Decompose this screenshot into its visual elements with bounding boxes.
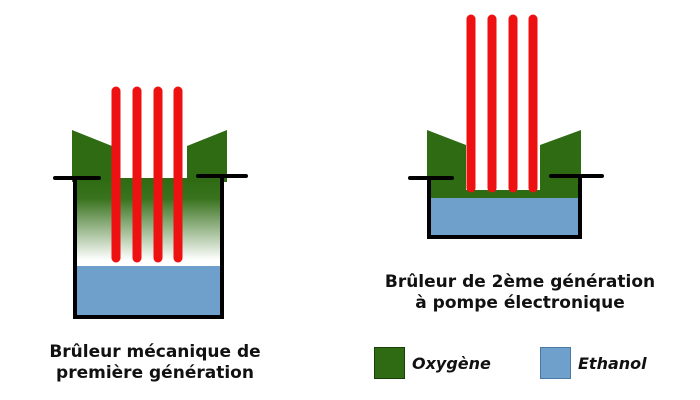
burner-1-diagram	[53, 86, 248, 319]
burner-2-caption-line1: Brûleur de 2ème génération	[384, 272, 656, 292]
burner-2-caption-line2: à pompe électronique	[415, 293, 625, 313]
burner-1-flames	[111, 86, 183, 263]
burner-2-flames	[466, 14, 538, 193]
legend-ethanol-label: Ethanol	[578, 354, 647, 373]
burner-1-container	[73, 178, 224, 319]
burner-2-ethanol-liquid	[429, 198, 580, 236]
burner-2-oxygen-left-block	[427, 130, 466, 193]
legend-ethanol-swatch	[540, 347, 571, 379]
burner-1-caption-line1: Brûleur mécanique de	[49, 342, 261, 362]
burner-1-oxygen-left-block	[72, 130, 112, 182]
burner-1-oxygen-right-block	[187, 130, 227, 182]
burner-2-container	[427, 178, 582, 239]
legend-oxygen-label: Oxygène	[412, 354, 491, 373]
burner-2-oxygen-right-block	[540, 130, 581, 193]
burner-2-oxygen-layer	[429, 190, 580, 199]
legend-oxygen-swatch	[374, 347, 405, 379]
burner-1-caption: Brûleur mécanique de première génération	[0, 342, 310, 384]
burner-2-caption: Brûleur de 2ème génération à pompe élect…	[340, 272, 700, 314]
burner-1-ethanol-liquid	[75, 266, 222, 316]
burner-1-oxygen-vapor	[75, 178, 222, 260]
burner-1-caption-line2: première génération	[56, 363, 254, 383]
burner-2-diagram	[408, 14, 604, 239]
